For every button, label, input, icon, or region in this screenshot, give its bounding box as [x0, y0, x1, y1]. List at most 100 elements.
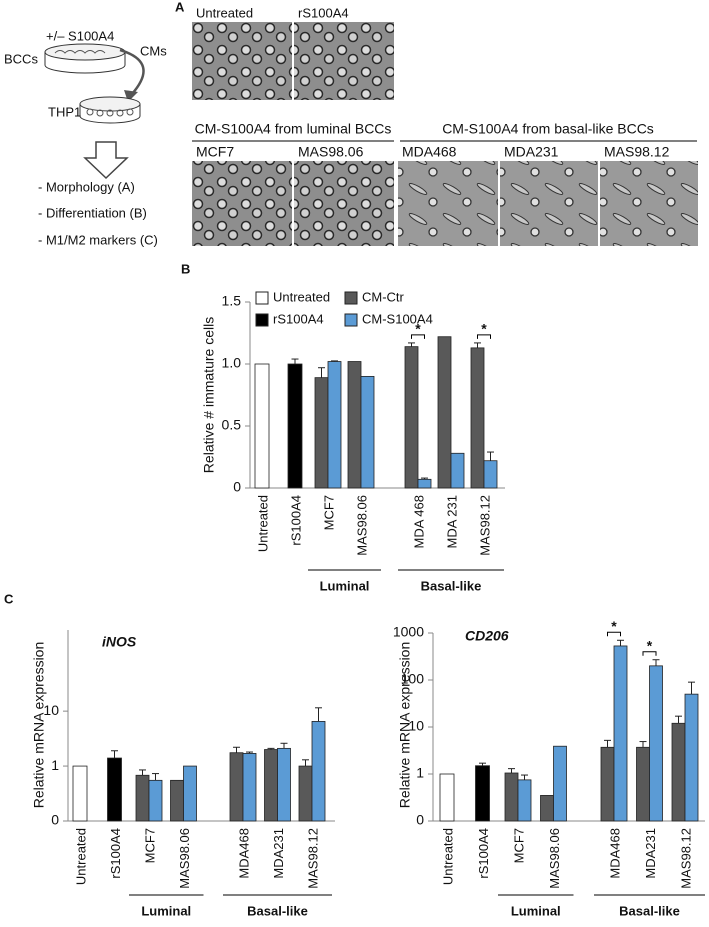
x-tick-label: MAS98.12: [678, 828, 693, 889]
x-tick-label: rS100A4: [108, 828, 123, 879]
legend-label: rS100A4: [273, 311, 324, 326]
error-bar: [521, 774, 528, 780]
bar: [517, 779, 532, 822]
bar: [183, 765, 197, 822]
error-bar: [331, 360, 338, 362]
legend-swatch: [255, 313, 269, 327]
bar: [229, 752, 244, 822]
image-label: rS100A4: [298, 5, 349, 20]
error-bar: [280, 742, 288, 749]
significance-bracket: [607, 631, 621, 637]
image-label: MAS98.12: [604, 144, 670, 160]
significance-label: *: [611, 618, 617, 634]
y-tick-label: 0: [233, 479, 241, 495]
bar: [311, 721, 326, 822]
error-bar: [421, 477, 428, 480]
error-bar: [139, 769, 146, 776]
bar: [439, 773, 455, 822]
x-tick-label: rS100A4: [476, 828, 491, 879]
bar: [483, 460, 498, 489]
micrograph: [192, 161, 292, 246]
error-bar: [675, 715, 682, 724]
legend-label: CM-Ctr: [362, 289, 405, 304]
y-axis-label: Relative # immature cells: [201, 317, 217, 473]
significance-bracket: [642, 651, 657, 656]
error-bar: [291, 358, 299, 364]
error-bar: [267, 747, 275, 750]
error-bar: [233, 746, 240, 753]
legend-swatch: [344, 291, 358, 305]
bar: [298, 765, 313, 822]
readout: - M1/M2 markers (C): [38, 232, 158, 247]
bar: [504, 772, 519, 822]
bar: [170, 779, 184, 822]
image-label: MDA231: [504, 144, 559, 160]
source-label: BCCs: [4, 51, 38, 66]
x-tick-label: MCF7: [511, 828, 526, 863]
error-bar: [474, 342, 481, 348]
image-label: Untreated: [196, 5, 253, 20]
x-tick-label: MAS98.06: [354, 495, 369, 556]
x-tick-label: MDA468: [236, 828, 251, 879]
group-header: CM-S100A4 from basal-like BCCs: [442, 121, 654, 137]
bar: [72, 765, 88, 822]
error-bar: [302, 759, 309, 767]
bar: [671, 722, 686, 822]
panel-letter: C: [4, 591, 14, 606]
media-label: CMs: [140, 43, 167, 58]
significance-label: *: [481, 321, 487, 337]
y-tick-label: 10: [408, 718, 424, 734]
error-bar: [652, 659, 660, 666]
micrograph: [294, 161, 394, 246]
image-label: MCF7: [196, 144, 234, 160]
significance-label: *: [415, 321, 421, 337]
x-tick-label: MAS98.06: [177, 828, 192, 889]
error-bar: [318, 367, 325, 378]
panel-letter: A: [175, 0, 185, 14]
bar: [450, 452, 465, 489]
error-bar: [408, 342, 415, 347]
legend-label: CM-S100A4: [362, 311, 433, 326]
bar: [404, 346, 419, 489]
y-tick-label: 1: [51, 757, 59, 773]
x-tick-label: MAS98.12: [305, 828, 320, 889]
cells: [86, 108, 134, 117]
bar: [277, 747, 291, 822]
x-tick-label: Untreated: [440, 828, 455, 885]
y-tick-label: 1.5: [222, 293, 242, 309]
bar: [437, 336, 452, 489]
micrograph: [294, 22, 394, 100]
chart-title: CD206: [465, 628, 509, 644]
x-tick-label: MDA 468: [411, 495, 426, 548]
readout: - Morphology (A): [38, 179, 135, 194]
dish-top: [44, 43, 126, 61]
bar: [314, 377, 329, 489]
bar: [649, 665, 663, 822]
image-label: MAS98.06: [298, 144, 364, 160]
bar: [475, 765, 490, 822]
panel-letter: B: [181, 261, 190, 276]
down-arrow: [83, 141, 129, 180]
bar: [287, 363, 303, 489]
diagram: +/– S100A4 BCCs CMs THP1 - Morphology (A…: [4, 28, 167, 247]
error-bar: [152, 773, 159, 781]
y-tick-label: 1: [416, 765, 424, 781]
error-bar: [315, 707, 322, 722]
x-tick-label: MDA231: [271, 828, 286, 879]
cells: [54, 50, 106, 54]
group-label: Luminal: [141, 903, 191, 918]
bar: [600, 746, 615, 822]
x-tick-label: MAS98.06: [547, 828, 562, 889]
y-tick-label: 1000: [393, 624, 424, 640]
arrow: [119, 48, 145, 95]
error-bar: [604, 739, 611, 748]
panel-a: A Untreated rS100A4 CM-S100A4 from lumin…: [175, 0, 698, 246]
significance-bracket: [411, 334, 425, 339]
bar: [254, 363, 270, 489]
image-label: MDA468: [402, 144, 457, 160]
y-tick-label: 100: [401, 671, 425, 687]
legend-label: Untreated: [273, 289, 330, 304]
micrograph: [500, 161, 598, 246]
